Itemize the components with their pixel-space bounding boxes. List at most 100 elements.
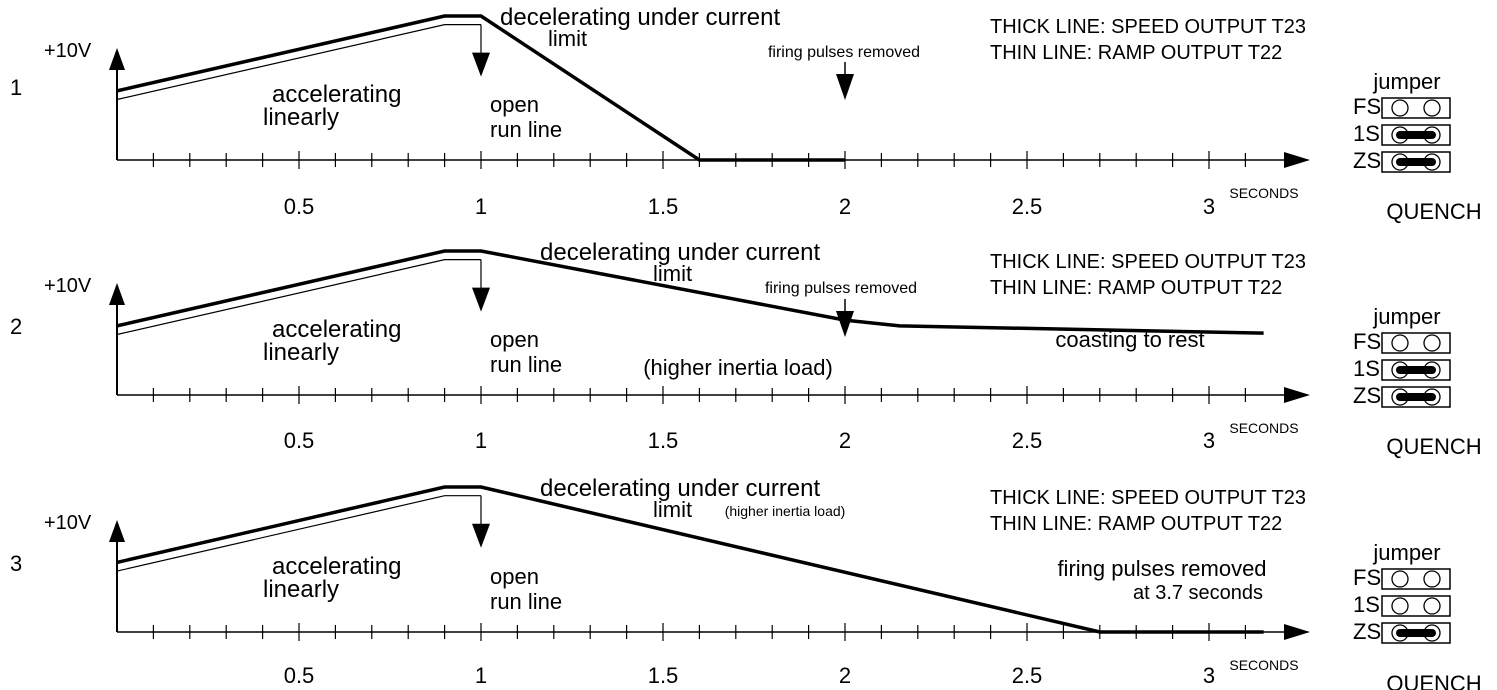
panel-3-run-line-label: run line <box>490 589 562 614</box>
panel-3-x-axis-arrow <box>1284 624 1310 640</box>
panel-2-x-tick-label: 3 <box>1203 428 1215 453</box>
panel-1-speed-line <box>116 14 845 162</box>
panel-1-label: 1 <box>10 75 22 100</box>
panel-1-jumper-name-FS: FS <box>1353 94 1381 119</box>
panel-1-open-run-arrow <box>472 52 490 77</box>
panel-2-jumper-title: jumper <box>1372 304 1440 329</box>
panel-3-accelerating-label-2: linearly <box>263 576 339 603</box>
panel-2-limit-label: limit <box>653 261 692 286</box>
panel-3-jumper-pin <box>1423 597 1441 615</box>
panel-2-x-tick-label: 1 <box>475 428 487 453</box>
panel-3-open-label: open <box>490 564 539 589</box>
panel-2-inertia-label: (higher inertia load) <box>643 355 833 380</box>
panel-2-x-tick-label: 2.5 <box>1012 428 1043 453</box>
panel-1-jumper-pin <box>1423 99 1441 117</box>
panel-3-jumper-name-FS: FS <box>1353 565 1381 590</box>
panel-1-jumper-link-1S <box>1396 131 1436 139</box>
panel-2-jumper-name-1S: 1S <box>1353 356 1380 381</box>
panel-3-jumper-name-ZS: ZS <box>1353 619 1381 644</box>
panel-1-x-unit: SECONDS <box>1229 185 1298 201</box>
panel-2-thick-legend: THICK LINE: SPEED OUTPUT T23 <box>990 251 1306 273</box>
panel-1-x-tick-label: 2 <box>839 194 851 219</box>
panel-1-x-tick-label: 0.5 <box>284 194 315 219</box>
panel-3-quench-label: QUENCH <box>1386 671 1481 690</box>
panel-2-jumper-link-1S <box>1396 366 1436 374</box>
panel-3-open-run-arrow <box>472 523 490 548</box>
panel-1-limit-label: limit <box>548 26 587 51</box>
panel-3-x-tick-label: 3 <box>1203 663 1215 688</box>
panel-1-y-axis-arrow <box>109 48 125 70</box>
panel-1-decel-label: decelerating under current <box>500 4 781 31</box>
panel-2-jumper-name-FS: FS <box>1353 329 1381 354</box>
panel-3-y-axis-arrow <box>109 520 125 542</box>
panel-1-jumper-link-ZS <box>1396 158 1436 166</box>
panel-3-jumper-pin <box>1391 597 1409 615</box>
panel-1-jumper-pin <box>1391 99 1409 117</box>
panel-2-quench-label: QUENCH <box>1386 434 1481 459</box>
panel-3-x-tick-label: 1.5 <box>648 663 679 688</box>
panel-3-speed-line <box>116 485 1264 634</box>
panel-2-accelerating-label: accelerating <box>272 316 401 343</box>
panel-3-x-unit: SECONDS <box>1229 657 1298 673</box>
panel-3-thick-legend: THICK LINE: SPEED OUTPUT T23 <box>990 487 1306 509</box>
panel-1-open-label: open <box>490 92 539 117</box>
panel-2-speed-line <box>116 249 1264 335</box>
panel-2-jumper-name-ZS: ZS <box>1353 383 1381 408</box>
panel-1-jumper-name-ZS: ZS <box>1353 148 1381 173</box>
panel-1-x-tick-label: 3 <box>1203 194 1215 219</box>
panel-2-ramp-line <box>116 259 481 336</box>
panel-2-firing-label: firing pulses removed <box>765 280 917 297</box>
panel-1-firing-label: firing pulses removed <box>768 44 920 61</box>
panel-3-jumper-title: jumper <box>1372 540 1440 565</box>
panel-1-jumper-title: jumper <box>1372 69 1440 94</box>
panel-2-jumper-link-ZS <box>1396 393 1436 401</box>
panel-1-x-tick-label: 1 <box>475 194 487 219</box>
panel-1-quench-label: QUENCH <box>1386 199 1481 224</box>
panel-3-accelerating-label: accelerating <box>272 553 401 580</box>
panel-1-x-tick-label: 2.5 <box>1012 194 1043 219</box>
panel-1-accelerating-label: accelerating <box>272 81 401 108</box>
panel-1-y-top-label: +10V <box>44 40 92 62</box>
panel-1-run-line-label: run line <box>490 117 562 142</box>
panel-2-open-run-arrow <box>472 287 490 312</box>
panel-2-coasting-label: coasting to rest <box>1055 327 1204 352</box>
panel-2-run-line-label: run line <box>490 352 562 377</box>
panel-2-accelerating-label-2: linearly <box>263 339 339 366</box>
panel-2-y-top-label: +10V <box>44 275 92 297</box>
panel-2-x-tick-label: 0.5 <box>284 428 315 453</box>
panel-2-x-tick-label: 1.5 <box>648 428 679 453</box>
panel-3-firing-label: firing pulses removed <box>1057 556 1266 581</box>
panel-3-x-tick-label: 1 <box>475 663 487 688</box>
panel-3-decel-label: decelerating under current <box>540 475 821 502</box>
panel-1-x-tick-label: 1.5 <box>648 194 679 219</box>
panel-2-firing-arrow <box>836 311 854 337</box>
panel-3-jumper-pin <box>1391 570 1409 588</box>
panel-1-accelerating-label-2: linearly <box>263 104 339 131</box>
panel-2-x-tick-label: 2 <box>839 428 851 453</box>
panel-1-x-axis-arrow <box>1284 152 1310 168</box>
panel-2-thin-legend: THIN LINE: RAMP OUTPUT T22 <box>990 277 1282 299</box>
panel-3-limit-label: limit <box>653 497 692 522</box>
panel-1-ramp-line <box>116 24 481 101</box>
panel-2-label: 2 <box>10 314 22 339</box>
panel-1-thin-legend: THIN LINE: RAMP OUTPUT T22 <box>990 42 1282 64</box>
panel-3-ramp-line <box>116 495 481 572</box>
panel-2-decel-label: decelerating under current <box>540 239 821 266</box>
panel-3-firing-label-2: at 3.7 seconds <box>1133 582 1263 604</box>
panel-3-x-tick-label: 2 <box>839 663 851 688</box>
panel-2-y-axis-arrow <box>109 283 125 305</box>
panel-3-y-top-label: +10V <box>44 512 92 534</box>
panel-3-jumper-link-ZS <box>1396 629 1436 637</box>
panel-2-jumper-pin <box>1423 334 1441 352</box>
panel-3-jumper-name-1S: 1S <box>1353 592 1380 617</box>
panel-2-jumper-pin <box>1391 334 1409 352</box>
panel-3-inertia-label: (higher inertia load) <box>725 503 846 519</box>
panel-1-thick-legend: THICK LINE: SPEED OUTPUT T23 <box>990 16 1306 38</box>
panel-2-x-axis-arrow <box>1284 387 1310 403</box>
panel-3-x-tick-label: 0.5 <box>284 663 315 688</box>
panel-1-jumper-name-1S: 1S <box>1353 121 1380 146</box>
panel-1-firing-arrow <box>836 74 854 100</box>
panel-2-x-unit: SECONDS <box>1229 420 1298 436</box>
